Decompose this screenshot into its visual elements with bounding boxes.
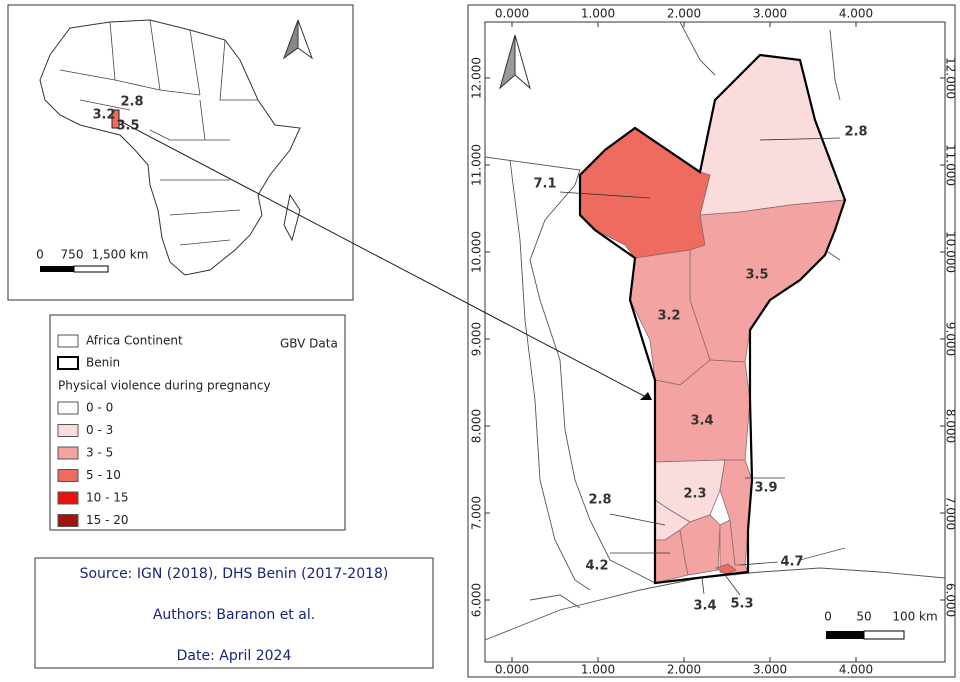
y-tick-label: 8.000 [470,409,484,443]
legend-label: Benin [86,356,120,370]
y-tick-label: 10.000 [470,231,484,273]
north-arrow [282,19,299,60]
scale-bar [826,631,864,639]
credits-date: Date: April 2024 [177,648,292,664]
leader-line [759,137,841,141]
inset-label: 3.2 [92,108,115,123]
inset-label: 2.8 [120,95,143,110]
benin-outline [578,53,847,585]
scale-label: 0 [824,610,832,624]
arrow-head [640,392,652,400]
neighbor-border [509,159,591,591]
credits-authors: Authors: Baranon et al. [153,607,315,623]
x-tick-label: 4.000 [839,7,873,21]
legend-frame [49,314,346,531]
pointer-arrow [117,119,647,398]
legend-source: GBV Data [280,337,338,351]
region-label: 3.4 [690,414,713,429]
scale-label: 50 [856,610,871,624]
x-tick-label: 1.000 [581,663,615,677]
legend-swatch [57,491,79,505]
legend-swatch [57,424,79,437]
y-tick-label: 6.000 [944,583,958,617]
x-tick-label: 0.000 [495,663,529,677]
benin-inset [111,109,120,129]
leader-line [724,574,741,596]
region-label: 3.5 [745,268,768,283]
region-label: 3.4 [693,599,716,614]
region-label: 5.3 [730,597,753,612]
region-label: 4.7 [780,555,803,570]
scale-label: 1,500 km [92,248,149,262]
region-label: 2.8 [588,493,611,508]
x-tick-label: 2.000 [667,663,701,677]
credits-frame [34,557,434,669]
scale-label: 100 km [892,610,937,624]
legend-swatch [57,514,79,527]
scale-bar [863,630,905,640]
y-tick-label: 11.000 [470,144,484,186]
y-tick-label: 8.000 [944,409,958,443]
y-tick-label: 9.000 [470,322,484,356]
region-label: 4.2 [585,559,608,574]
y-tick-label: 6.000 [470,583,484,617]
region-label: 7.1 [533,177,556,192]
region-label: 2.3 [683,487,706,502]
legend-class-label: 0 - 0 [86,401,113,415]
y-tick-label: 11.000 [944,144,958,186]
north-arrow [499,34,516,90]
region [715,563,737,575]
neighbor-border [484,156,656,584]
legend-class-label: 0 - 3 [86,423,113,437]
legend-classes: 0 - 0 0 - 3 3 - 5 5 - 10 10 - 15 15 - 20 [57,401,129,527]
legend-class-label: 15 - 20 [86,513,129,527]
y-tick-label: 12.000 [470,57,484,99]
leader-line [609,513,666,526]
scale-label: 0 [36,248,44,262]
scale-label: 750 [61,248,84,262]
graticule: 0.000 0.000 1.000 1.000 2.000 2.000 3.000 3.000… [470,7,958,677]
region-label: 2.8 [844,125,867,140]
credits-source: Source: IGN (2018), DHS Benin (2017-2018… [80,566,389,582]
region [719,519,749,576]
y-tick-label: 9.000 [944,322,958,356]
region-label: 3.9 [754,481,777,496]
scale-bar [40,266,74,272]
x-tick-label: 1.000 [581,7,615,21]
region-label: 3.2 [657,309,680,324]
legend-swatch [57,446,79,460]
region [679,514,721,576]
leader-line [559,191,651,199]
y-tick-label: 10.000 [944,231,958,273]
x-tick-label: 2.000 [667,7,701,21]
y-tick-label: 12.000 [944,57,958,99]
legend-swatch [57,401,79,415]
leader-line [739,561,779,566]
africa-borders [59,19,258,246]
legend-class-label: 3 - 5 [86,446,113,460]
legend-class-label: 5 - 10 [86,468,121,482]
legend-title: Physical violence during pregnancy [58,379,271,393]
legend-swatch [57,356,79,370]
x-tick-label: 3.000 [753,7,787,21]
legend-label: Africa Continent [86,334,183,348]
y-tick-label: 7.000 [470,496,484,530]
leader-line [701,577,705,595]
y-tick-label: 7.000 [944,496,958,530]
x-tick-label: 4.000 [839,663,873,677]
legend-swatch [57,469,79,482]
x-tick-label: 3.000 [753,663,787,677]
legend-class-label: 10 - 15 [86,491,129,505]
x-tick-label: 0.000 [495,7,529,21]
madagascar [283,193,301,242]
legend-swatch [57,334,79,348]
scale-bar [73,265,109,273]
